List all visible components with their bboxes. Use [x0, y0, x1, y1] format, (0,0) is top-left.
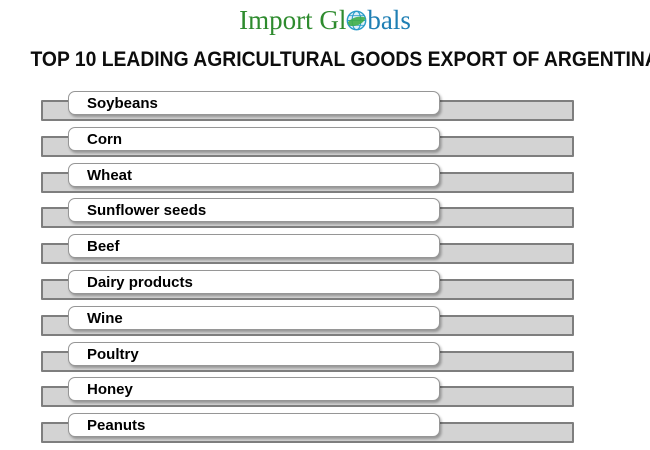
- bar-label-tab: Sunflower seeds: [68, 198, 440, 223]
- bar-label: Wine: [87, 309, 123, 327]
- bar-list: Soybeans Corn Wheat Sunflower seeds Beef: [0, 91, 650, 449]
- logo-text-green: Import Gl: [239, 5, 347, 35]
- bar-label-tab: Soybeans: [68, 91, 440, 115]
- bar-row-beef: Beef: [0, 234, 650, 265]
- bar-label-tab: Peanuts: [68, 413, 440, 438]
- bar-label: Poultry: [87, 345, 139, 363]
- bar-label-tab: Honey: [68, 377, 440, 402]
- bar-label: Wheat: [87, 166, 132, 184]
- bar-label-tab: Wheat: [68, 162, 440, 187]
- bar-label: Soybeans: [87, 95, 158, 112]
- bar-label: Beef: [87, 238, 120, 256]
- bar-label: Honey: [87, 381, 133, 399]
- bar-label: Peanuts: [87, 417, 146, 435]
- bar-row-honey: Honey: [0, 377, 650, 408]
- bar-label-tab: Poultry: [68, 341, 440, 366]
- bar-row-peanuts: Peanuts: [0, 413, 650, 444]
- bar-row-wheat: Wheat: [0, 162, 650, 193]
- bar-row-corn: Corn: [0, 126, 650, 157]
- bar-label: Dairy products: [87, 273, 193, 291]
- bar-label: Sunflower seeds: [87, 202, 207, 220]
- bar-label-tab: Dairy products: [68, 269, 440, 294]
- chart-title-container: TOP 10 LEADING AGRICULTURAL GOODS EXPORT…: [0, 48, 650, 72]
- bar-row-poultry: Poultry: [0, 341, 650, 372]
- bar-label-tab: Wine: [68, 305, 440, 330]
- bar-row-dairy-products: Dairy products: [0, 269, 650, 300]
- bar-label-tab: Beef: [68, 234, 440, 259]
- chart-title: TOP 10 LEADING AGRICULTURAL GOODS EXPORT…: [30, 48, 650, 71]
- bar-label-tab: Corn: [68, 126, 440, 151]
- logo-text-blue: bals: [367, 5, 411, 35]
- brand-logo: Import Gl bals: [0, 3, 650, 37]
- bar-row-soybeans: Soybeans: [0, 91, 650, 121]
- globe-icon: [346, 5, 367, 31]
- bar-row-sunflower-seeds: Sunflower seeds: [0, 198, 650, 229]
- bar-row-wine: Wine: [0, 305, 650, 336]
- bar-label: Corn: [87, 130, 122, 148]
